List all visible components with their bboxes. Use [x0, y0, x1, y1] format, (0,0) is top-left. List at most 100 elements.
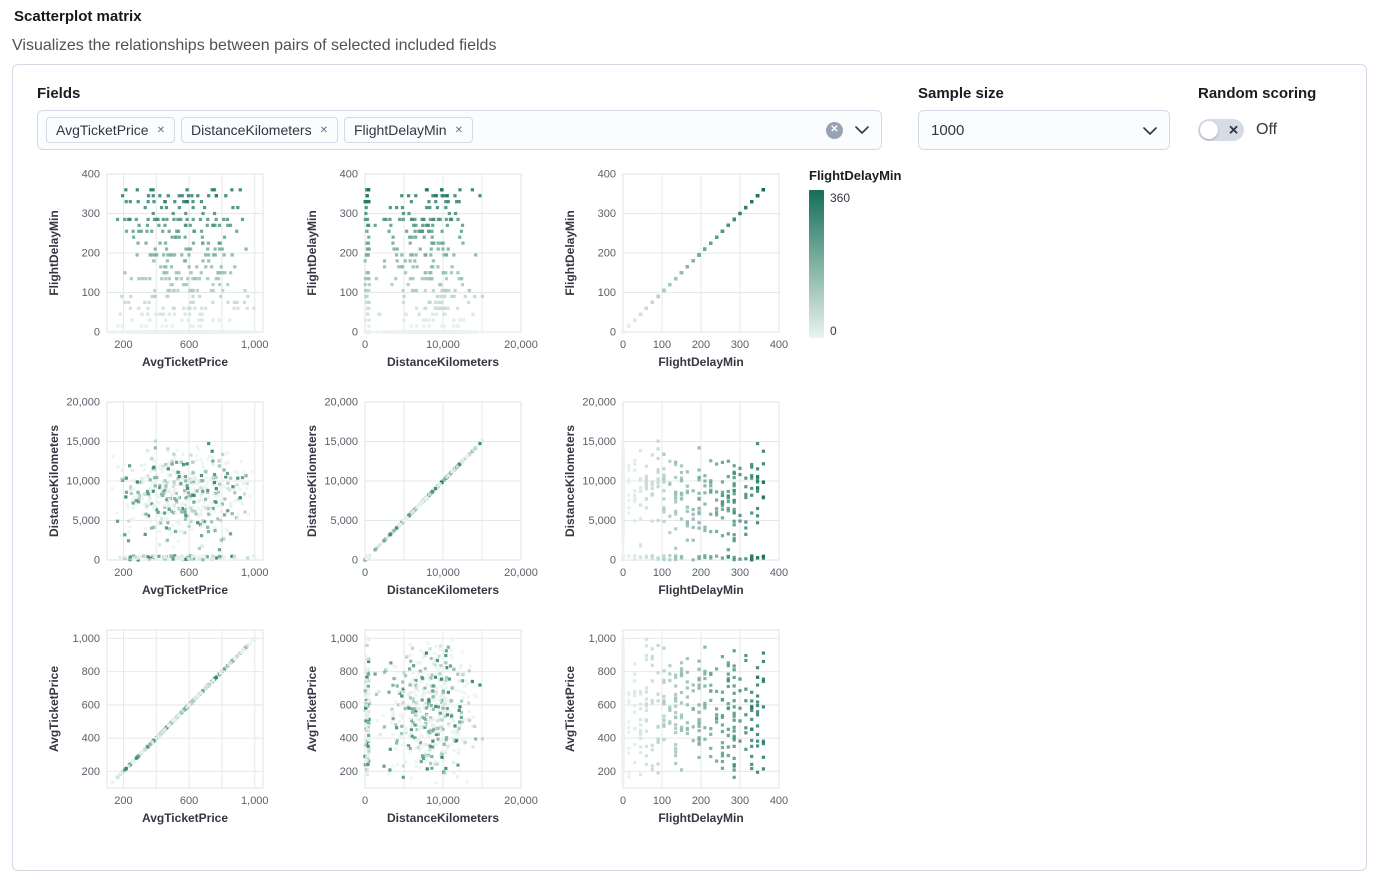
svg-text:1,000: 1,000	[241, 795, 269, 807]
fields-combobox-input[interactable]	[473, 111, 826, 149]
random-scoring-switch-row: ✕ Off	[1198, 110, 1348, 150]
page-subtitle: Visualizes the relationships between pai…	[12, 37, 1367, 55]
x-axis: 0 100 200 300 400 FlightDelayMin	[620, 567, 788, 597]
random-scoring-state: Off	[1256, 121, 1277, 139]
svg-text:5,000: 5,000	[588, 515, 616, 527]
svg-text:600: 600	[180, 795, 198, 807]
chevron-down-icon[interactable]	[855, 126, 869, 134]
legend-min-label: 0	[830, 324, 850, 338]
y-axis-title: AvgTicketPrice	[305, 666, 319, 752]
svg-text:200: 200	[340, 248, 358, 260]
toggle-knob	[1200, 121, 1218, 139]
svg-text:5,000: 5,000	[330, 515, 358, 527]
controls-row: Fields AvgTicketPrice✕DistanceKilometers…	[37, 85, 1342, 150]
svg-text:300: 300	[731, 567, 749, 579]
y-axis: 05,00010,00015,00020,000DistanceKilomete…	[305, 397, 358, 567]
svg-text:20,000: 20,000	[504, 339, 538, 351]
svg-text:10,000: 10,000	[324, 476, 358, 488]
svg-text:20,000: 20,000	[582, 397, 616, 409]
svg-text:0: 0	[94, 555, 100, 567]
svg-text:0: 0	[610, 327, 616, 339]
remove-field-icon[interactable]: ✕	[320, 125, 328, 136]
svg-text:300: 300	[82, 208, 100, 220]
svg-text:15,000: 15,000	[66, 436, 100, 448]
svg-text:20,000: 20,000	[504, 567, 538, 579]
x-axis-title: FlightDelayMin	[658, 583, 743, 597]
svg-text:300: 300	[598, 208, 616, 220]
svg-text:100: 100	[82, 287, 100, 299]
svg-text:400: 400	[340, 169, 358, 181]
svg-text:100: 100	[598, 287, 616, 299]
y-axis-title: AvgTicketPrice	[47, 666, 61, 752]
field-pill-label: DistanceKilometers	[191, 122, 312, 138]
svg-text:200: 200	[598, 248, 616, 260]
svg-text:0: 0	[352, 327, 358, 339]
fields-group: Fields AvgTicketPrice✕DistanceKilometers…	[37, 85, 882, 150]
y-axis: 05,00010,00015,00020,000DistanceKilomete…	[47, 397, 100, 567]
points-layer	[363, 439, 484, 561]
legend-body: 360 0	[809, 190, 919, 338]
field-pill[interactable]: FlightDelayMin✕	[344, 117, 473, 143]
svg-text:400: 400	[770, 567, 788, 579]
sample-size-group: Sample size 1000	[918, 85, 1170, 150]
points-layer	[621, 188, 765, 333]
random-scoring-group: Random scoring ✕ Off	[1198, 85, 1348, 150]
svg-text:400: 400	[598, 169, 616, 181]
svg-text:100: 100	[340, 287, 358, 299]
svg-text:100: 100	[653, 567, 671, 579]
x-axis-title: DistanceKilometers	[387, 355, 499, 369]
svg-text:0: 0	[94, 327, 100, 339]
clear-icon: ✕	[830, 125, 838, 135]
remove-field-icon[interactable]: ✕	[455, 125, 463, 136]
x-axis-title: FlightDelayMin	[658, 355, 743, 369]
svg-text:200: 200	[114, 567, 132, 579]
x-axis-title: DistanceKilometers	[387, 583, 499, 597]
x-axis-title: AvgTicketPrice	[142, 355, 228, 369]
random-scoring-toggle[interactable]: ✕	[1198, 119, 1244, 141]
svg-text:0: 0	[352, 555, 358, 567]
svg-text:600: 600	[180, 339, 198, 351]
svg-text:600: 600	[180, 567, 198, 579]
scatterplot-matrix: FlightDelayMin 360 0 200 600 1,000 AvgTicke…	[37, 168, 1342, 830]
svg-text:20,000: 20,000	[324, 397, 358, 409]
svg-text:0: 0	[362, 339, 368, 351]
legend-title: FlightDelayMin	[809, 168, 919, 183]
svg-text:200: 200	[692, 339, 710, 351]
x-axis-title: AvgTicketPrice	[142, 583, 228, 597]
legend-labels: 360 0	[830, 190, 850, 338]
remove-field-icon[interactable]: ✕	[157, 125, 165, 136]
points-layer	[621, 439, 765, 561]
sample-size-value: 1000	[931, 122, 964, 139]
svg-text:600: 600	[82, 699, 100, 711]
clear-fields-button[interactable]: ✕	[826, 122, 843, 139]
toggle-off-icon: ✕	[1228, 124, 1239, 137]
svg-text:800: 800	[82, 666, 100, 678]
svg-text:10,000: 10,000	[66, 476, 100, 488]
field-pill[interactable]: AvgTicketPrice✕	[46, 117, 175, 143]
svg-text:0: 0	[620, 567, 626, 579]
y-axis-title: FlightDelayMin	[305, 210, 319, 295]
fields-combobox[interactable]: AvgTicketPrice✕DistanceKilometers✕Flight…	[37, 110, 882, 150]
legend-gradient-bar	[809, 190, 824, 338]
sample-size-select[interactable]: 1000	[918, 110, 1170, 150]
field-pill[interactable]: DistanceKilometers ✕	[181, 117, 338, 143]
svg-text:300: 300	[731, 339, 749, 351]
random-scoring-label: Random scoring	[1198, 85, 1348, 102]
points-layer	[110, 439, 256, 561]
svg-text:200: 200	[692, 567, 710, 579]
x-axis-title: FlightDelayMin	[658, 811, 743, 825]
sample-size-label: Sample size	[918, 85, 1170, 102]
